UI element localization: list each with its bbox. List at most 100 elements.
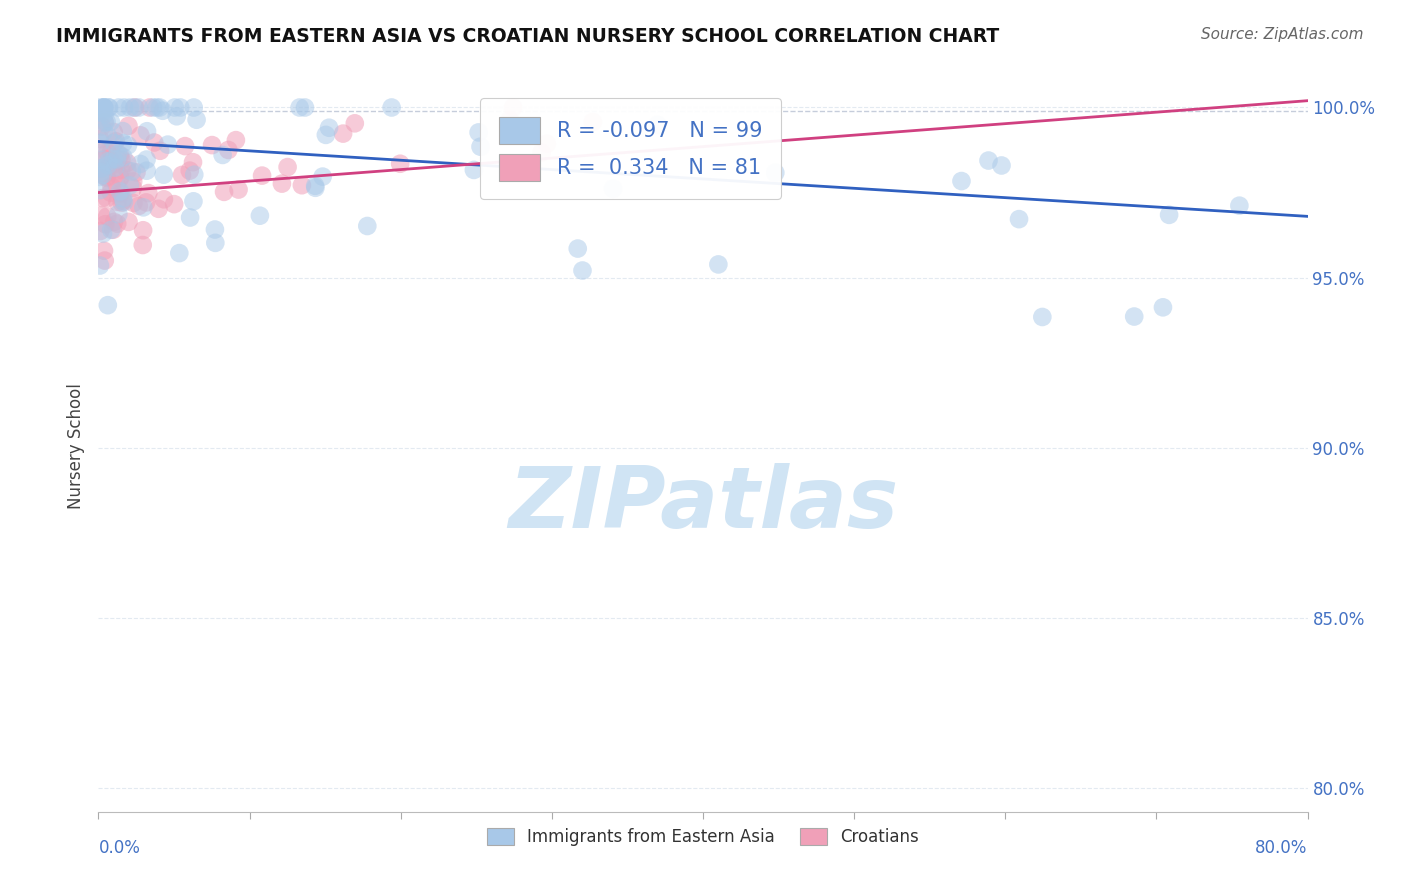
- Point: [153, 192, 176, 206]
- Point: [89, 183, 111, 197]
- Point: [343, 116, 366, 130]
- Point: [183, 194, 205, 209]
- Point: [149, 144, 172, 158]
- Point: [1008, 212, 1031, 227]
- Point: [93, 107, 115, 121]
- Point: [138, 101, 160, 115]
- Point: [103, 215, 125, 229]
- Point: [132, 223, 155, 237]
- Point: [91, 191, 114, 205]
- Point: [250, 169, 273, 183]
- Point: [179, 211, 201, 225]
- Point: [108, 148, 131, 162]
- Point: [96, 169, 118, 184]
- Point: [89, 136, 111, 150]
- Point: [101, 223, 124, 237]
- Point: [530, 145, 553, 160]
- Point: [135, 195, 157, 210]
- Point: [128, 101, 150, 115]
- Point: [96, 145, 118, 160]
- Point: [104, 161, 127, 175]
- Point: [96, 210, 118, 224]
- Point: [115, 155, 138, 169]
- Point: [103, 152, 125, 166]
- Point: [93, 244, 115, 258]
- Point: [136, 124, 159, 138]
- Point: [304, 178, 326, 193]
- Point: [122, 101, 145, 115]
- Point: [97, 158, 120, 172]
- Point: [163, 197, 186, 211]
- Point: [170, 168, 193, 182]
- Point: [136, 186, 159, 200]
- Point: [100, 223, 122, 237]
- Point: [97, 129, 120, 144]
- Point: [105, 178, 128, 192]
- Point: [105, 217, 128, 231]
- Point: [582, 115, 605, 129]
- Point: [211, 148, 233, 162]
- Point: [117, 138, 139, 153]
- Point: [96, 170, 118, 185]
- Point: [125, 165, 148, 179]
- Point: [107, 207, 129, 221]
- Point: [217, 143, 239, 157]
- Point: [148, 202, 170, 216]
- Point: [108, 185, 131, 199]
- Point: [97, 154, 120, 169]
- Y-axis label: Nursery School: Nursery School: [66, 383, 84, 509]
- Point: [100, 186, 122, 200]
- Point: [89, 103, 111, 118]
- Point: [152, 168, 174, 182]
- Point: [90, 209, 112, 223]
- Point: [111, 194, 134, 208]
- Point: [110, 163, 132, 178]
- Point: [463, 162, 485, 177]
- Point: [100, 159, 122, 173]
- Point: [122, 174, 145, 188]
- Point: [97, 101, 120, 115]
- Point: [94, 116, 117, 130]
- Point: [90, 165, 112, 179]
- Text: ZIPatlas: ZIPatlas: [508, 463, 898, 546]
- Point: [112, 150, 135, 164]
- Point: [107, 147, 129, 161]
- Point: [107, 101, 129, 115]
- Point: [502, 101, 524, 115]
- Point: [112, 101, 135, 115]
- Point: [291, 178, 314, 193]
- Point: [1031, 310, 1053, 324]
- Point: [122, 181, 145, 195]
- Point: [103, 136, 125, 150]
- Point: [271, 177, 294, 191]
- Point: [117, 215, 139, 229]
- Point: [97, 160, 120, 174]
- Point: [129, 157, 152, 171]
- Text: 80.0%: 80.0%: [1256, 839, 1308, 857]
- Point: [93, 115, 115, 129]
- Point: [142, 101, 165, 115]
- Point: [93, 124, 115, 138]
- Point: [356, 219, 378, 233]
- Point: [166, 109, 188, 123]
- Text: IMMIGRANTS FROM EASTERN ASIA VS CROATIAN NURSERY SCHOOL CORRELATION CHART: IMMIGRANTS FROM EASTERN ASIA VS CROATIAN…: [56, 27, 1000, 45]
- Point: [1123, 310, 1146, 324]
- Point: [763, 166, 786, 180]
- Point: [111, 124, 134, 138]
- Point: [294, 101, 316, 115]
- Point: [143, 136, 166, 150]
- Point: [121, 164, 143, 178]
- Point: [100, 154, 122, 169]
- Point: [304, 181, 326, 195]
- Point: [104, 134, 127, 148]
- Point: [90, 161, 112, 176]
- Point: [90, 120, 112, 134]
- Point: [186, 112, 208, 127]
- Point: [990, 159, 1012, 173]
- Point: [647, 118, 669, 132]
- Point: [112, 195, 135, 210]
- Point: [93, 101, 115, 115]
- Point: [135, 153, 157, 167]
- Point: [389, 157, 412, 171]
- Point: [124, 101, 146, 115]
